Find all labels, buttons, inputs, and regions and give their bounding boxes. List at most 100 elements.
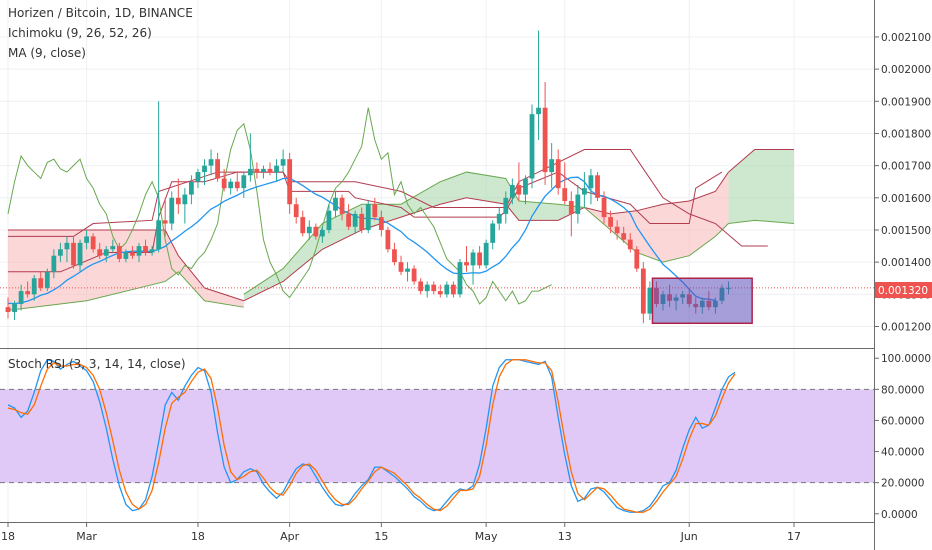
ma-legend[interactable]: MA (9, close) — [8, 46, 86, 60]
candle-body — [562, 188, 568, 202]
candle-body — [509, 184, 515, 198]
candle-body — [306, 226, 312, 234]
candle-body — [326, 210, 332, 230]
candle-body — [470, 252, 476, 266]
candle-body — [208, 159, 214, 166]
stoch-overbought-oversold-band — [0, 389, 874, 483]
candle-body — [44, 271, 50, 288]
candle-body — [555, 159, 561, 189]
last-price-tag-bg — [875, 282, 932, 298]
candle-body — [247, 168, 253, 176]
candle-body — [274, 165, 279, 173]
candle-body — [582, 188, 587, 195]
candle-body — [156, 220, 162, 250]
candle-body — [71, 242, 76, 266]
time-axis-label: 18 — [1, 530, 15, 543]
candle-body — [90, 236, 96, 250]
candle-body — [64, 242, 70, 250]
time-axis-label: May — [475, 530, 498, 543]
candle-body — [405, 268, 410, 272]
stoch-d-line — [7, 359, 736, 513]
candle-body — [464, 262, 469, 266]
stoch-axis-labels: 100.0000 80.0000 60.0000 40.0000 20.0000 0.00… — [874, 353, 931, 521]
candle-body — [313, 226, 319, 237]
candle-body — [431, 284, 437, 292]
candle-body — [444, 284, 450, 295]
stoch-axis-label: 60.0000 — [881, 415, 924, 427]
cloud-bullish-2-edge-a — [728, 149, 794, 173]
candle-body — [418, 281, 424, 292]
candle-body — [333, 197, 338, 211]
candle-body — [457, 262, 463, 295]
candle-body — [130, 252, 135, 256]
candle-body — [451, 284, 456, 295]
candle-body — [634, 249, 640, 269]
candle-body — [359, 213, 365, 230]
price-axis-label: 0.001900 — [881, 96, 931, 108]
candle-body — [529, 114, 535, 179]
candle-body — [110, 246, 116, 250]
candle-body — [621, 233, 627, 240]
ichimoku-legend[interactable]: Ichimoku (9, 26, 52, 26) — [8, 26, 152, 40]
candle-body — [339, 197, 345, 214]
candle-body — [392, 249, 397, 263]
last-price-label: 0.001320 — [878, 285, 928, 297]
time-axis-label: 18 — [191, 530, 205, 543]
time-axis-label: Jun — [680, 530, 698, 543]
candle-body — [398, 262, 404, 272]
candle-body — [542, 107, 548, 173]
candle-body — [601, 197, 607, 218]
candle-body — [424, 284, 430, 292]
candle-body — [215, 159, 220, 179]
candle-body — [221, 178, 227, 189]
price-axis-label: 0.002000 — [881, 64, 931, 76]
candle-body — [136, 246, 142, 256]
candle-body — [12, 303, 17, 313]
stoch-axis-label: 20.0000 — [881, 478, 924, 490]
candle-body — [320, 229, 325, 237]
candle-body — [31, 278, 37, 295]
candle-body — [352, 213, 358, 227]
candle-body — [365, 204, 371, 230]
highlight-box — [651, 277, 753, 325]
price-axis-label: 0.001700 — [881, 161, 931, 173]
candle-body — [516, 184, 522, 195]
candle-body — [280, 159, 286, 166]
candle-body — [228, 181, 234, 189]
time-axis-label: Mar — [76, 530, 97, 543]
candle-body — [608, 217, 613, 227]
candle-body — [496, 213, 502, 224]
candle-body — [490, 223, 496, 243]
candle-body — [614, 226, 620, 234]
stoch-axis-label: 40.0000 — [881, 447, 924, 459]
candle-body — [437, 291, 443, 295]
candle-body — [25, 291, 31, 295]
candle-body — [175, 197, 181, 205]
candle-body — [162, 220, 168, 224]
candle-body — [503, 197, 509, 214]
kijun-line — [8, 149, 768, 247]
candle-body — [647, 287, 653, 314]
stoch-axis-label: 0.0000 — [881, 509, 918, 521]
stoch-rsi-lines — [7, 359, 736, 513]
candle-body — [58, 249, 63, 256]
cloud-bearish-edge-a — [8, 229, 244, 302]
candle-body — [123, 252, 129, 259]
stoch-rsi-legend[interactable]: Stoch RSI (3, 3, 14, 14, close) — [8, 357, 186, 371]
candle-body — [189, 181, 194, 195]
candle-body — [18, 291, 24, 304]
stoch-band-area — [0, 388, 874, 484]
candle-body — [385, 229, 391, 250]
candle-body — [97, 249, 103, 256]
candle-body — [241, 175, 247, 189]
time-axis-label: Apr — [280, 530, 300, 543]
candle-body — [103, 249, 109, 256]
cloud-bearish-edge-b — [7, 271, 244, 311]
candle-body — [300, 217, 306, 234]
candle-body — [77, 242, 83, 266]
candle-body — [575, 194, 581, 214]
candle-body — [536, 107, 541, 115]
chart-title[interactable]: Horizen / Bitcoin, 1D, BINANCE — [8, 6, 193, 20]
candle-body — [84, 236, 89, 243]
candle-body — [5, 307, 11, 313]
